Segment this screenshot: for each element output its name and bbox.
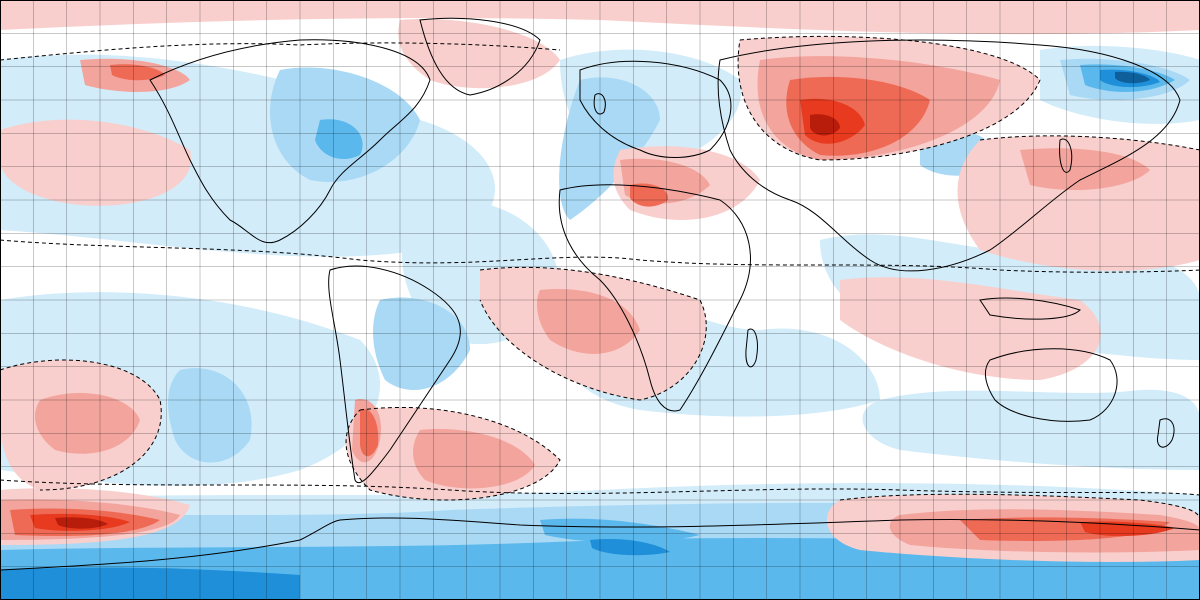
contour-line <box>479 266 707 401</box>
cool-region <box>559 77 660 220</box>
cool-region <box>540 518 700 543</box>
cool-region <box>1115 71 1150 84</box>
cool-region <box>315 119 363 160</box>
contour-line <box>345 407 561 501</box>
cool-region <box>0 567 300 600</box>
warm-region <box>0 119 192 206</box>
zero-contours <box>0 35 1200 521</box>
contour-line <box>0 479 1200 496</box>
warm-region <box>1080 521 1175 537</box>
cool-region <box>590 539 670 556</box>
warm-region <box>630 183 669 207</box>
cool-region <box>168 368 252 463</box>
cool-region <box>862 389 1200 470</box>
contour-line <box>839 493 1200 521</box>
warm-region <box>413 429 535 489</box>
coastline-north-america <box>149 39 431 244</box>
coastline-asia <box>717 39 1181 272</box>
warm-region <box>110 64 165 81</box>
warm-region <box>840 277 1101 380</box>
contour-line <box>0 239 1200 273</box>
coastlines <box>0 17 1200 600</box>
contour-line <box>0 42 561 61</box>
warm-region <box>810 114 840 136</box>
coastline-greenland <box>419 17 541 96</box>
contour-line <box>979 135 1200 151</box>
coastline-indonesia <box>979 297 1081 320</box>
warm-region <box>360 409 379 457</box>
warm-region <box>55 517 108 529</box>
coastline-japan <box>1059 138 1073 173</box>
coastline-australia <box>984 348 1118 422</box>
warm-region <box>537 289 640 354</box>
coastline-antarctica <box>0 517 1200 600</box>
coastline-madagascar <box>745 328 758 368</box>
warm-region <box>1020 148 1150 190</box>
coastline-south-america <box>328 265 461 483</box>
warm-region <box>35 392 140 454</box>
coastline-new-zealand <box>1156 418 1175 448</box>
coastline-europe <box>579 60 732 158</box>
contour-line <box>737 35 1041 161</box>
coastline-uk <box>593 93 606 115</box>
